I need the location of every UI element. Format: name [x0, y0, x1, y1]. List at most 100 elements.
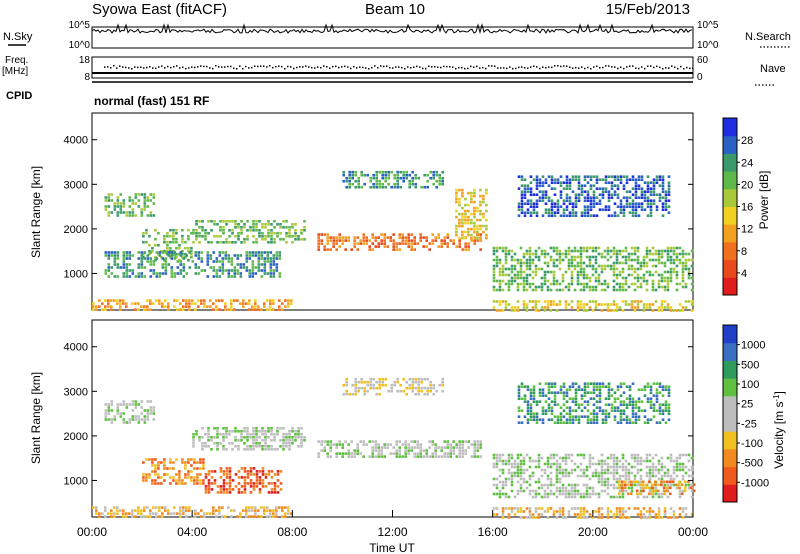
nsky-tick-bottom: 10^0	[69, 40, 91, 51]
heatmap-cell	[661, 394, 665, 397]
heatmap-cell	[270, 488, 274, 491]
heatmap-cell	[570, 495, 574, 499]
heatmap-cell	[607, 196, 611, 199]
heatmap-cell	[657, 468, 661, 472]
heatmap-cell	[219, 467, 223, 470]
heatmap-cell	[452, 452, 455, 455]
nave-dot	[494, 65, 496, 67]
heatmap-cell	[664, 403, 668, 406]
heatmap-cell	[395, 242, 398, 245]
heatmap-cell	[616, 406, 620, 409]
heatmap-cell	[660, 300, 664, 303]
heatmap-cell	[254, 251, 258, 254]
heatmap-cell	[666, 456, 670, 460]
heatmap-cell	[666, 285, 670, 289]
heatmap-cell	[666, 288, 670, 292]
heatmap-cell	[399, 170, 402, 174]
heatmap-cell	[522, 288, 526, 292]
heatmap-cell	[577, 193, 581, 196]
heatmap-cell	[446, 242, 449, 245]
heatmap-cell	[320, 239, 323, 242]
heatmap-cell	[408, 182, 411, 186]
heatmap-cell	[604, 409, 608, 412]
heatmap-cell	[623, 480, 627, 484]
heatmap-cell	[175, 482, 178, 485]
heatmap-cell	[618, 249, 622, 253]
nave-dot	[620, 66, 622, 68]
heatmap-cell	[603, 459, 607, 463]
heatmap-cell	[275, 254, 279, 257]
heatmap-cell	[618, 477, 622, 481]
heatmap-cell	[255, 238, 258, 241]
heatmap-cell	[576, 516, 580, 519]
heatmap-cell	[228, 229, 231, 232]
heatmap-cell	[535, 184, 539, 187]
heatmap-cell	[669, 267, 673, 271]
heatmap-cell	[604, 175, 608, 178]
heatmap-cell	[140, 305, 143, 308]
heatmap-cell	[636, 300, 640, 303]
heatmap-cell	[414, 176, 417, 180]
heatmap-cell	[381, 380, 384, 384]
heatmap-cell	[594, 474, 598, 478]
heatmap-cell	[622, 175, 626, 178]
heatmap-cell	[555, 480, 559, 484]
heatmap-cell	[272, 263, 276, 266]
heatmap-cell	[559, 190, 563, 193]
heatmap-cell	[559, 184, 563, 187]
heatmap-cell	[164, 251, 168, 254]
heatmap-cell	[152, 263, 156, 266]
heatmap-cell	[116, 254, 120, 257]
heatmap-cell	[529, 412, 533, 415]
heatmap-cell	[645, 306, 649, 309]
nave-dot	[242, 68, 244, 70]
heatmap-cell	[417, 377, 420, 381]
heatmap-cell	[585, 483, 589, 487]
heatmap-cell	[537, 507, 541, 510]
y-tick-label: 1000	[64, 475, 88, 487]
heatmap-cell	[495, 459, 499, 463]
heatmap-cell	[449, 449, 452, 452]
heatmap-cell	[420, 386, 423, 390]
heatmap-cell	[148, 252, 151, 256]
heatmap-cell	[267, 448, 270, 451]
heatmap-cell	[482, 224, 485, 228]
heatmap-cell	[534, 489, 538, 493]
heatmap-cell	[246, 235, 249, 238]
heatmap-cell	[161, 272, 165, 275]
heatmap-cell	[601, 412, 605, 415]
heatmap-cell	[410, 233, 413, 236]
heatmap-cell	[619, 400, 623, 403]
heatmap-cell	[196, 473, 199, 476]
heatmap-cell	[131, 272, 135, 275]
heatmap-cell	[681, 276, 685, 280]
heatmap-cell	[649, 202, 653, 205]
heatmap-cell	[522, 252, 526, 256]
heatmap-cell	[550, 208, 554, 211]
heatmap-cell	[591, 462, 595, 466]
heatmap-cell	[329, 248, 332, 251]
heatmap-cell	[504, 507, 508, 510]
heatmap-cell	[519, 483, 523, 487]
heatmap-cell	[196, 482, 199, 485]
heatmap-cell	[184, 467, 187, 470]
heatmap-cell	[479, 200, 482, 204]
heatmap-cell	[576, 309, 580, 312]
heatmap-cell	[221, 263, 225, 266]
heatmap-cell	[104, 418, 108, 421]
heatmap-cell	[236, 269, 240, 272]
heatmap-cell	[606, 492, 610, 496]
heatmap-cell	[417, 386, 420, 390]
heatmap-cell	[660, 492, 664, 496]
heatmap-cell	[579, 273, 583, 277]
heatmap-cell	[612, 477, 616, 481]
heatmap-cell	[544, 190, 548, 193]
heatmap-cell	[216, 241, 219, 244]
heatmap-cell	[525, 306, 529, 309]
heatmap-cell	[579, 252, 583, 256]
cpid-value: normal (fast) 151 RF	[94, 94, 209, 108]
heatmap-cell	[501, 300, 505, 303]
heatmap-cell	[652, 181, 656, 184]
heatmap-cell	[338, 233, 341, 236]
heatmap-cell	[625, 421, 629, 424]
